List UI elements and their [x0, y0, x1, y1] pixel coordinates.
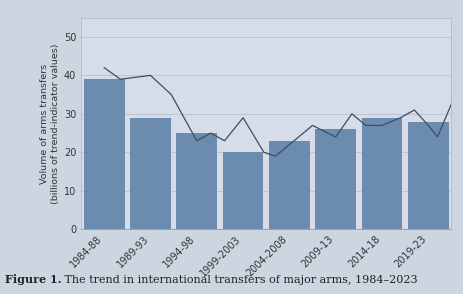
Bar — [362, 118, 402, 229]
Y-axis label: Volume of arms transfers
(billions of trend-indicator values): Volume of arms transfers (billions of tr… — [40, 43, 60, 204]
Text: Figure 1.: Figure 1. — [5, 274, 61, 285]
Bar — [223, 152, 263, 229]
Bar — [176, 133, 217, 229]
Text: The trend in international transfers of major arms, 1984–2023: The trend in international transfers of … — [61, 275, 418, 285]
Bar — [315, 129, 356, 229]
Bar — [408, 121, 449, 229]
Bar — [130, 118, 171, 229]
Bar — [269, 141, 310, 229]
Bar — [84, 79, 125, 229]
